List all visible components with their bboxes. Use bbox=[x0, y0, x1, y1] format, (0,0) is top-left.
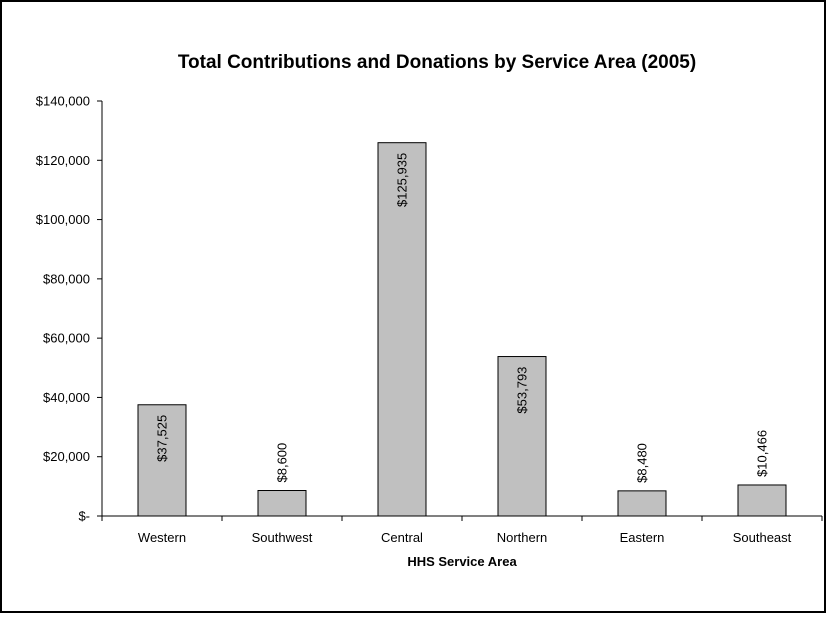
x-tick-label-central: Central bbox=[381, 530, 423, 545]
y-tick-label: $100,000 bbox=[36, 212, 90, 227]
y-tick-label: $120,000 bbox=[36, 153, 90, 168]
bar-southeast bbox=[737, 484, 787, 517]
x-tick-label-western: Western bbox=[138, 530, 186, 545]
bar-southwest bbox=[257, 490, 307, 517]
y-tick-label: $60,000 bbox=[43, 331, 90, 346]
data-label-western: $37,525 bbox=[155, 415, 170, 462]
x-tick-label-southeast: Southeast bbox=[733, 530, 792, 545]
x-axis-title: HHS Service Area bbox=[407, 554, 517, 569]
chart-title: Total Contributions and Donations by Ser… bbox=[178, 52, 696, 73]
bar-central bbox=[377, 142, 427, 517]
data-label-southwest: $8,600 bbox=[275, 443, 290, 483]
data-label-central: $125,935 bbox=[395, 153, 410, 207]
y-tick-label: $40,000 bbox=[43, 390, 90, 405]
data-label-southeast: $10,466 bbox=[755, 430, 770, 477]
x-tick-label-eastern: Eastern bbox=[620, 530, 665, 545]
y-tick-label: $80,000 bbox=[43, 271, 90, 286]
bar-northern bbox=[497, 356, 547, 517]
x-tick-label-northern: Northern bbox=[497, 530, 548, 545]
bar-western bbox=[137, 404, 187, 517]
y-tick-label: $- bbox=[78, 509, 90, 524]
x-tick-label-southwest: Southwest bbox=[252, 530, 313, 545]
y-tick-label: $20,000 bbox=[43, 449, 90, 464]
bar-eastern bbox=[617, 490, 667, 517]
y-tick-label: $140,000 bbox=[36, 94, 90, 109]
data-label-northern: $53,793 bbox=[515, 367, 530, 414]
data-label-eastern: $8,480 bbox=[635, 443, 650, 483]
